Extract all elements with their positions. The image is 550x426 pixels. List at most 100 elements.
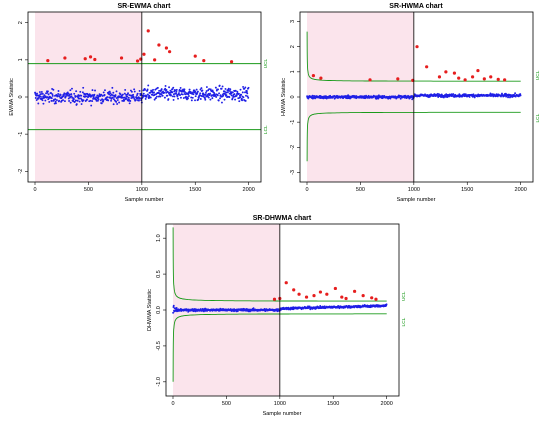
in-control-point bbox=[46, 90, 49, 93]
in-control-point bbox=[175, 88, 178, 91]
in-control-point bbox=[314, 97, 317, 100]
in-control-point bbox=[54, 100, 57, 103]
in-control-point bbox=[62, 99, 64, 102]
in-control-point bbox=[246, 92, 249, 95]
out-of-control-points bbox=[311, 45, 507, 82]
in-control-point bbox=[218, 84, 221, 87]
in-control-point bbox=[241, 99, 244, 102]
in-control-point bbox=[308, 305, 311, 308]
in-control-point bbox=[176, 95, 179, 98]
y-tick-label: 0.0 bbox=[156, 306, 162, 314]
ucl-curve bbox=[172, 227, 387, 302]
in-control-point bbox=[36, 92, 38, 95]
in-control-point bbox=[172, 311, 175, 314]
in-control-point bbox=[116, 99, 119, 101]
in-control-point bbox=[468, 95, 471, 98]
in-control-point bbox=[218, 92, 221, 95]
in-control-point bbox=[37, 102, 40, 105]
in-control-point bbox=[149, 96, 152, 99]
in-control-point bbox=[63, 100, 66, 103]
in-control-point bbox=[201, 89, 204, 92]
out-of-control-point bbox=[370, 296, 374, 300]
in-control-point bbox=[159, 95, 162, 98]
in-control-point bbox=[111, 86, 114, 89]
out-of-control-point bbox=[63, 56, 67, 60]
lcl-curve bbox=[172, 313, 387, 382]
in-control-point bbox=[97, 98, 100, 101]
in-control-point bbox=[94, 89, 96, 92]
in-control-point bbox=[74, 99, 77, 102]
in-control-point bbox=[138, 97, 141, 100]
y-axis-label: EWMA Statistic bbox=[9, 78, 15, 116]
in-control-point bbox=[52, 88, 55, 91]
out-of-control-point bbox=[396, 77, 400, 81]
in-control-point bbox=[190, 96, 193, 99]
in-control-point bbox=[71, 87, 73, 90]
in-control-point bbox=[144, 88, 146, 91]
in-control-point bbox=[385, 303, 388, 306]
lcl-curve bbox=[306, 111, 521, 162]
y-tick-label: -2 bbox=[18, 169, 24, 174]
in-control-point bbox=[70, 93, 73, 96]
in-control-point bbox=[165, 89, 168, 91]
in-control-point bbox=[79, 90, 82, 93]
in-control-point bbox=[112, 94, 114, 97]
in-control-point bbox=[241, 91, 244, 94]
in-control-point bbox=[232, 95, 235, 98]
in-control-point bbox=[223, 98, 226, 101]
in-control-point bbox=[51, 93, 54, 96]
x-tick-label: 0 bbox=[33, 187, 36, 193]
in-control-point bbox=[219, 94, 222, 97]
in-control-point bbox=[205, 90, 208, 93]
ucl-curve bbox=[306, 31, 521, 82]
out-of-control-point bbox=[452, 71, 457, 75]
in-control-point bbox=[178, 92, 180, 95]
in-control-point bbox=[80, 94, 83, 97]
in-control-point bbox=[93, 93, 96, 96]
out-of-control-point bbox=[202, 59, 206, 63]
in-control-point bbox=[123, 99, 126, 102]
in-control-point bbox=[184, 91, 187, 94]
in-control-point bbox=[39, 95, 42, 98]
in-control-point bbox=[333, 97, 336, 100]
in-control-point bbox=[164, 87, 167, 90]
in-control-point bbox=[225, 94, 228, 97]
out-of-control-point bbox=[153, 58, 157, 62]
in-control-point bbox=[114, 95, 117, 98]
in-control-point bbox=[514, 92, 517, 95]
in-control-point bbox=[130, 97, 133, 99]
in-control-point bbox=[309, 308, 312, 311]
chart-panel-2: SR-HWMA chart 0 500 1000 1500 2000 Sample numb… bbox=[281, 3, 541, 203]
in-control-point bbox=[78, 97, 81, 100]
in-control-point bbox=[179, 96, 182, 99]
in-control-point bbox=[166, 94, 169, 97]
out-of-control-point bbox=[476, 68, 480, 73]
in-control-point bbox=[264, 310, 267, 313]
in-control-point bbox=[183, 89, 186, 92]
in-control-point bbox=[55, 99, 58, 102]
in-control-point bbox=[197, 98, 200, 101]
in-control-point bbox=[91, 89, 94, 92]
in-control-point bbox=[154, 97, 157, 100]
out-of-control-point bbox=[93, 57, 97, 62]
x-axis: 0 500 1000 1500 2000 bbox=[305, 182, 527, 193]
out-of-control-point bbox=[437, 75, 442, 79]
in-control-point bbox=[182, 97, 185, 99]
in-control-point bbox=[127, 96, 130, 99]
in-control-point bbox=[54, 98, 57, 101]
chart-title: SR-EWMA chart bbox=[117, 3, 171, 10]
in-control-point bbox=[208, 88, 211, 91]
in-control-points bbox=[172, 303, 388, 314]
out-of-control-point bbox=[425, 65, 429, 69]
in-control-point bbox=[204, 98, 207, 101]
in-control-point bbox=[115, 90, 118, 93]
lcl-label: LCL bbox=[263, 125, 269, 134]
in-control-point bbox=[138, 89, 141, 92]
in-control-point bbox=[115, 100, 118, 103]
in-control-point bbox=[126, 95, 129, 98]
in-control-point bbox=[209, 92, 212, 95]
in-control-point bbox=[217, 99, 220, 102]
in-control-point bbox=[229, 88, 232, 91]
in-control-point bbox=[179, 86, 182, 89]
